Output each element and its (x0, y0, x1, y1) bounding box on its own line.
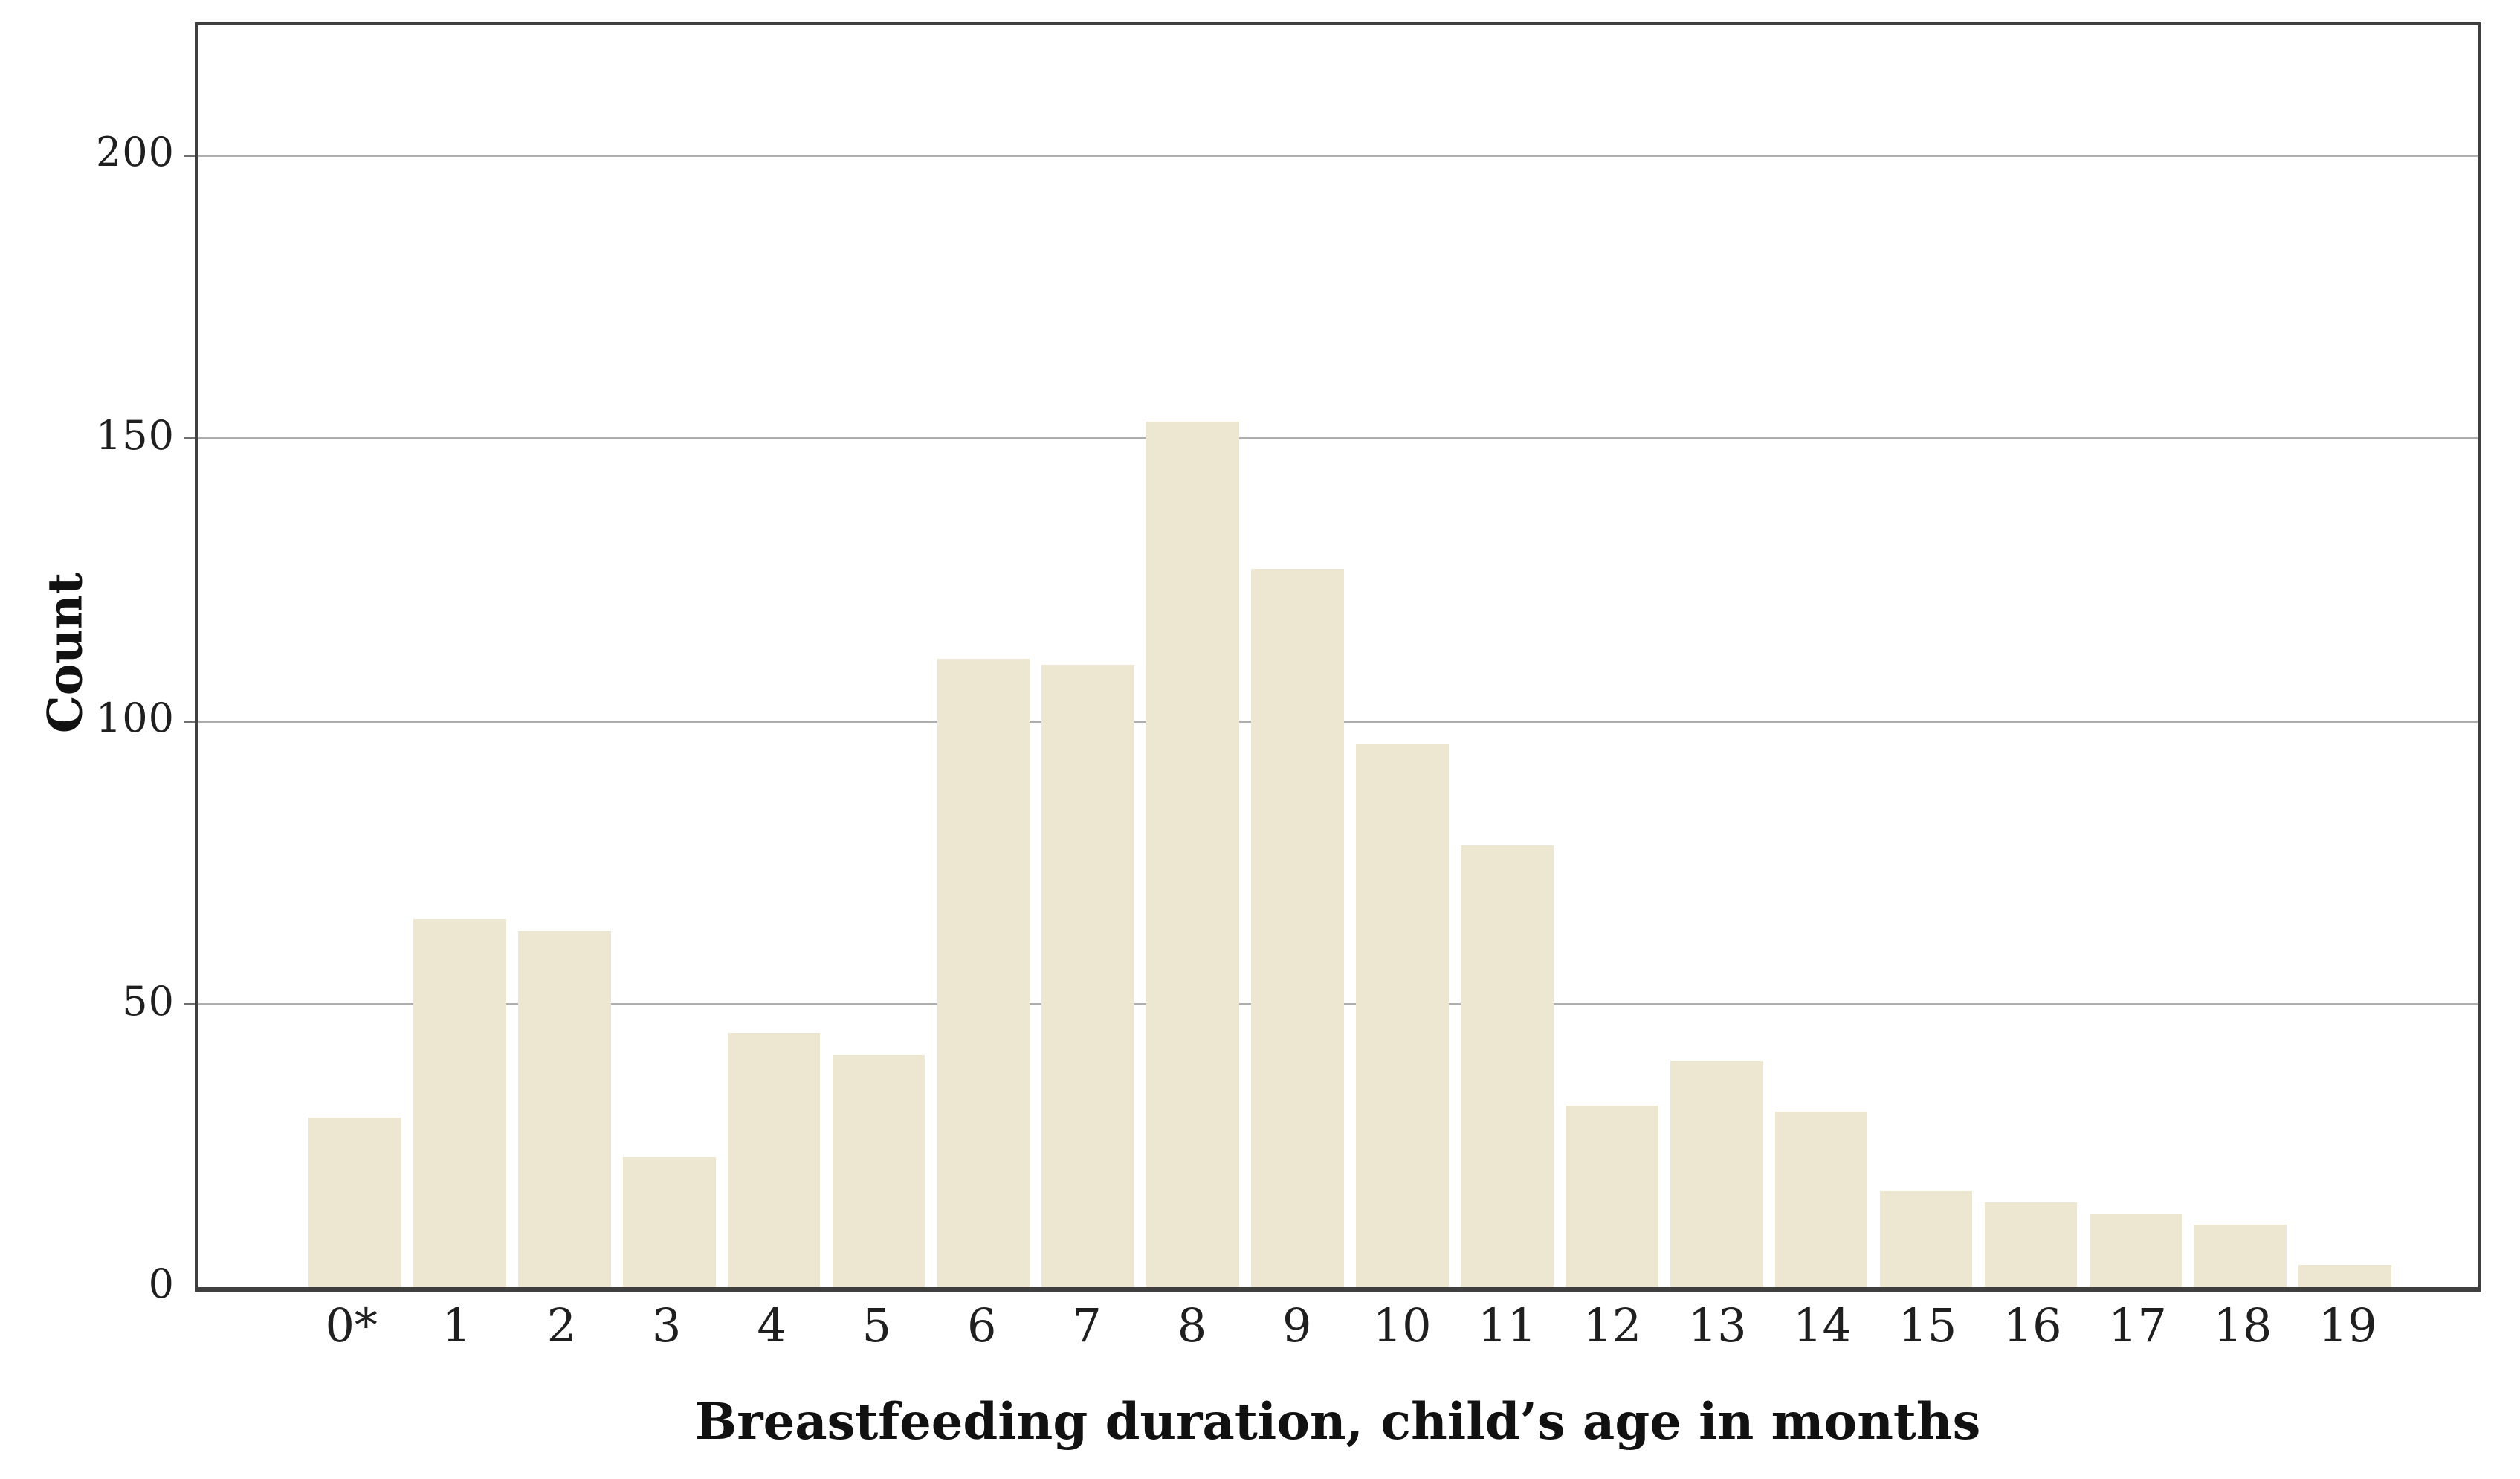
bar-slot-16 (1979, 25, 2084, 1287)
y-tick-label-200: 200 (95, 129, 175, 176)
plot-area (184, 22, 2481, 1292)
x-tick-label-18: 18 (2213, 1298, 2272, 1353)
bar-5 (832, 1055, 925, 1287)
x-tick-label-11: 11 (1478, 1298, 1537, 1353)
bar-8 (1146, 421, 1240, 1287)
x-tick-label-6: 6 (967, 1298, 997, 1353)
bar-slot-18 (2188, 25, 2293, 1287)
bar-slot-2 (512, 25, 617, 1287)
bar-16 (1984, 1202, 2078, 1287)
bar-slot-12 (1560, 25, 1664, 1287)
x-tick-label-19: 19 (2318, 1298, 2377, 1353)
bar-slot-10 (1350, 25, 1455, 1287)
y-tick-label-100: 100 (95, 695, 175, 741)
bar-slot-4 (722, 25, 827, 1287)
bar-slot-14 (1769, 25, 1874, 1287)
bar-19 (2298, 1264, 2392, 1287)
y-tick-label-50: 50 (122, 977, 175, 1025)
y-axis-tick-labels: 0 50 100 150 200 (0, 0, 175, 1479)
bar-slot-7 (1036, 25, 1140, 1287)
x-tick-label-14: 14 (1793, 1298, 1852, 1353)
bar-slot-1 (407, 25, 512, 1287)
x-tick-label-15: 15 (1898, 1298, 1957, 1353)
bar-7 (1041, 664, 1135, 1287)
x-axis-title: Breastfeeding duration, child’s age in m… (694, 1392, 1981, 1451)
bar-slot-3 (617, 25, 722, 1287)
x-tick-label-1: 1 (442, 1298, 471, 1353)
bar-18 (2194, 1225, 2287, 1287)
x-tick-label-10: 10 (1372, 1298, 1432, 1353)
bar-slot-9 (1245, 25, 1350, 1287)
bar-12 (1565, 1106, 1658, 1287)
x-axis-tick-labels: 0* 1 2 3 4 5 6 7 8 9 10 11 12 13 14 15 16 17 18 19 (195, 1300, 2481, 1352)
x-tick-label-3: 3 (651, 1298, 682, 1353)
x-tick-label-17: 17 (2108, 1298, 2167, 1353)
bar-11 (1461, 845, 1554, 1287)
y-tick-mark-200 (184, 154, 195, 157)
bar-slot-11 (1455, 25, 1560, 1287)
y-tick-mark-50 (184, 1003, 195, 1006)
gridline-y200 (198, 154, 2478, 157)
bar-slot-13 (1664, 25, 1769, 1287)
bar-15 (1879, 1190, 1973, 1287)
x-tick-label-7: 7 (1072, 1298, 1102, 1353)
bar-13 (1670, 1060, 1763, 1287)
gridline-y150 (198, 437, 2478, 440)
x-tick-label-2: 2 (546, 1298, 577, 1353)
x-tick-label-13: 13 (1687, 1298, 1747, 1353)
bar-4 (727, 1032, 821, 1287)
bar-slot-0* (303, 25, 407, 1287)
y-tick-label-0: 0 (148, 1260, 175, 1307)
y-tick-mark-150 (184, 437, 195, 440)
bar-0* (308, 1117, 401, 1287)
bar-slot-15 (1874, 25, 1979, 1287)
bar-9 (1251, 568, 1344, 1287)
x-tick-label-5: 5 (862, 1298, 892, 1353)
bar-17 (2089, 1214, 2183, 1287)
bars-layer (198, 25, 2478, 1287)
x-tick-label-12: 12 (1583, 1298, 1642, 1353)
x-tick-label-9: 9 (1282, 1298, 1312, 1353)
bar-6 (937, 659, 1030, 1287)
bar-slot-8 (1140, 25, 1245, 1287)
x-tick-label-16: 16 (2003, 1298, 2062, 1353)
bar-1 (413, 919, 506, 1287)
x-tick-label-4: 4 (757, 1298, 786, 1353)
bar-10 (1356, 744, 1449, 1287)
bar-14 (1774, 1112, 1868, 1287)
y-tick-label-150: 150 (95, 411, 175, 459)
x-tick-label-0*: 0* (325, 1298, 378, 1353)
bar-2 (517, 930, 611, 1287)
x-tick-label-8: 8 (1177, 1298, 1207, 1353)
bar-slot-17 (2083, 25, 2188, 1287)
bar-slot-19 (2293, 25, 2397, 1287)
bar-slot-6 (931, 25, 1036, 1287)
bar-slot-5 (827, 25, 931, 1287)
bar-3 (622, 1156, 716, 1287)
y-tick-mark-100 (184, 720, 195, 723)
